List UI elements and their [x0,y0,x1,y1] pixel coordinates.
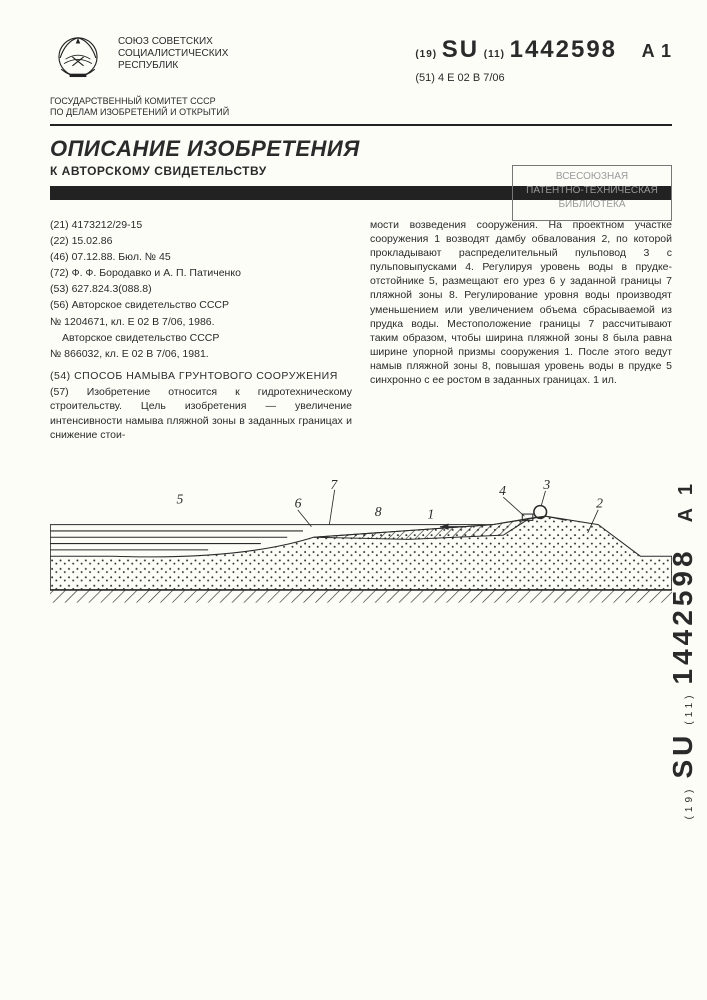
biblio-field: (72) Ф. Ф. Бородавко и А. П. Патиченко [50,266,352,280]
org-line: СОЮЗ СОВЕТСКИХ [118,36,403,48]
side-doc-code: (19) SU (11) 1442598 A 1 [667,480,699,819]
issuer-org: СОЮЗ СОВЕТСКИХ СОЦИАЛИСТИЧЕСКИХ РЕСПУБЛИ… [118,30,403,72]
biblio-field: № 1204671, кл. E 02 B 7/06, 1986. [50,315,352,329]
committee-line: ГОСУДАРСТВЕННЫЙ КОМИТЕТ СССР [50,96,672,107]
class-prefix: (51) 4 [415,72,444,84]
doc-codes: (19) SU (11) 1442598 A 1 (51) 4 E 02 B 7… [415,30,672,84]
biblio-field: № 866032, кл. E 02 B 7/06, 1981. [50,347,352,361]
library-stamp: ВСЕСОЮЗНАЯ ПАТЕНТНО-ТЕХНИЧЕСКАЯ БИБЛИОТЕ… [512,165,672,221]
side-prefix: (11) [684,692,695,725]
side-number: 1442598 [667,547,698,684]
svg-text:2: 2 [596,496,603,511]
svg-text:5: 5 [177,492,184,507]
body-columns: (21) 4173212/29-15 (22) 15.02.86 (46) 07… [50,218,672,444]
biblio-field: Авторское свидетельство СССР [50,331,352,345]
svg-text:4: 4 [499,483,506,498]
left-column: (21) 4173212/29-15 (22) 15.02.86 (46) 07… [50,218,352,444]
side-prefix: (19) [684,786,695,820]
abstract-left: (57) Изобретение относится к гидротехнич… [50,385,352,442]
biblio-field: (21) 4173212/29-15 [50,218,352,232]
class-code: E 02 B 7/06 [447,72,505,84]
invention-title: (54) СПОСОБ НАМЫВА ГРУНТОВОГО СООРУЖЕНИЯ [50,369,352,383]
stamp-line: ПАТЕНТНО-ТЕХНИЧЕСКАЯ [517,184,667,198]
svg-text:7: 7 [330,477,338,492]
org-line: РЕСПУБЛИК [118,60,403,72]
doc-title-main: ОПИСАНИЕ ИЗОБРЕТЕНИЯ [50,136,672,162]
biblio-field: (22) 15.02.86 [50,234,352,248]
divider [50,124,672,126]
svg-text:6: 6 [295,496,302,511]
code-prefix: (11) [484,49,505,60]
right-column: мости возведения сооружения. На проектно… [370,218,672,444]
stamp-line: ВСЕСОЮЗНАЯ [517,170,667,184]
svg-text:3: 3 [542,477,550,492]
side-kind: A 1 [675,480,697,522]
state-emblem [50,30,106,86]
biblio-field: (53) 627.824.3(088.8) [50,282,352,296]
figure-diagram: 5 6 7 8 1 4 3 2 [50,474,672,614]
side-country: SU [667,732,698,779]
svg-text:8: 8 [375,504,382,519]
committee-line: ПО ДЕЛАМ ИЗОБРЕТЕНИЙ И ОТКРЫТИЙ [50,107,672,118]
org-line: СОЦИАЛИСТИЧЕСКИХ [118,48,403,60]
abstract-right: мости возведения сооружения. На проектно… [370,218,672,388]
biblio-field: (46) 07.12.88. Бюл. № 45 [50,250,352,264]
stamp-line: БИБЛИОТЕКА [517,198,667,212]
committee: ГОСУДАРСТВЕННЫЙ КОМИТЕТ СССР ПО ДЕЛАМ ИЗ… [50,96,672,118]
cross-section-svg: 5 6 7 8 1 4 3 2 [50,474,672,611]
svg-text:1: 1 [427,506,434,521]
doc-kind: A 1 [642,41,672,61]
code-prefix: (19) [415,49,437,60]
country-code: SU [442,36,479,63]
doc-number: 1442598 [510,36,617,63]
biblio-field: (56) Авторское свидетельство СССР [50,298,352,312]
